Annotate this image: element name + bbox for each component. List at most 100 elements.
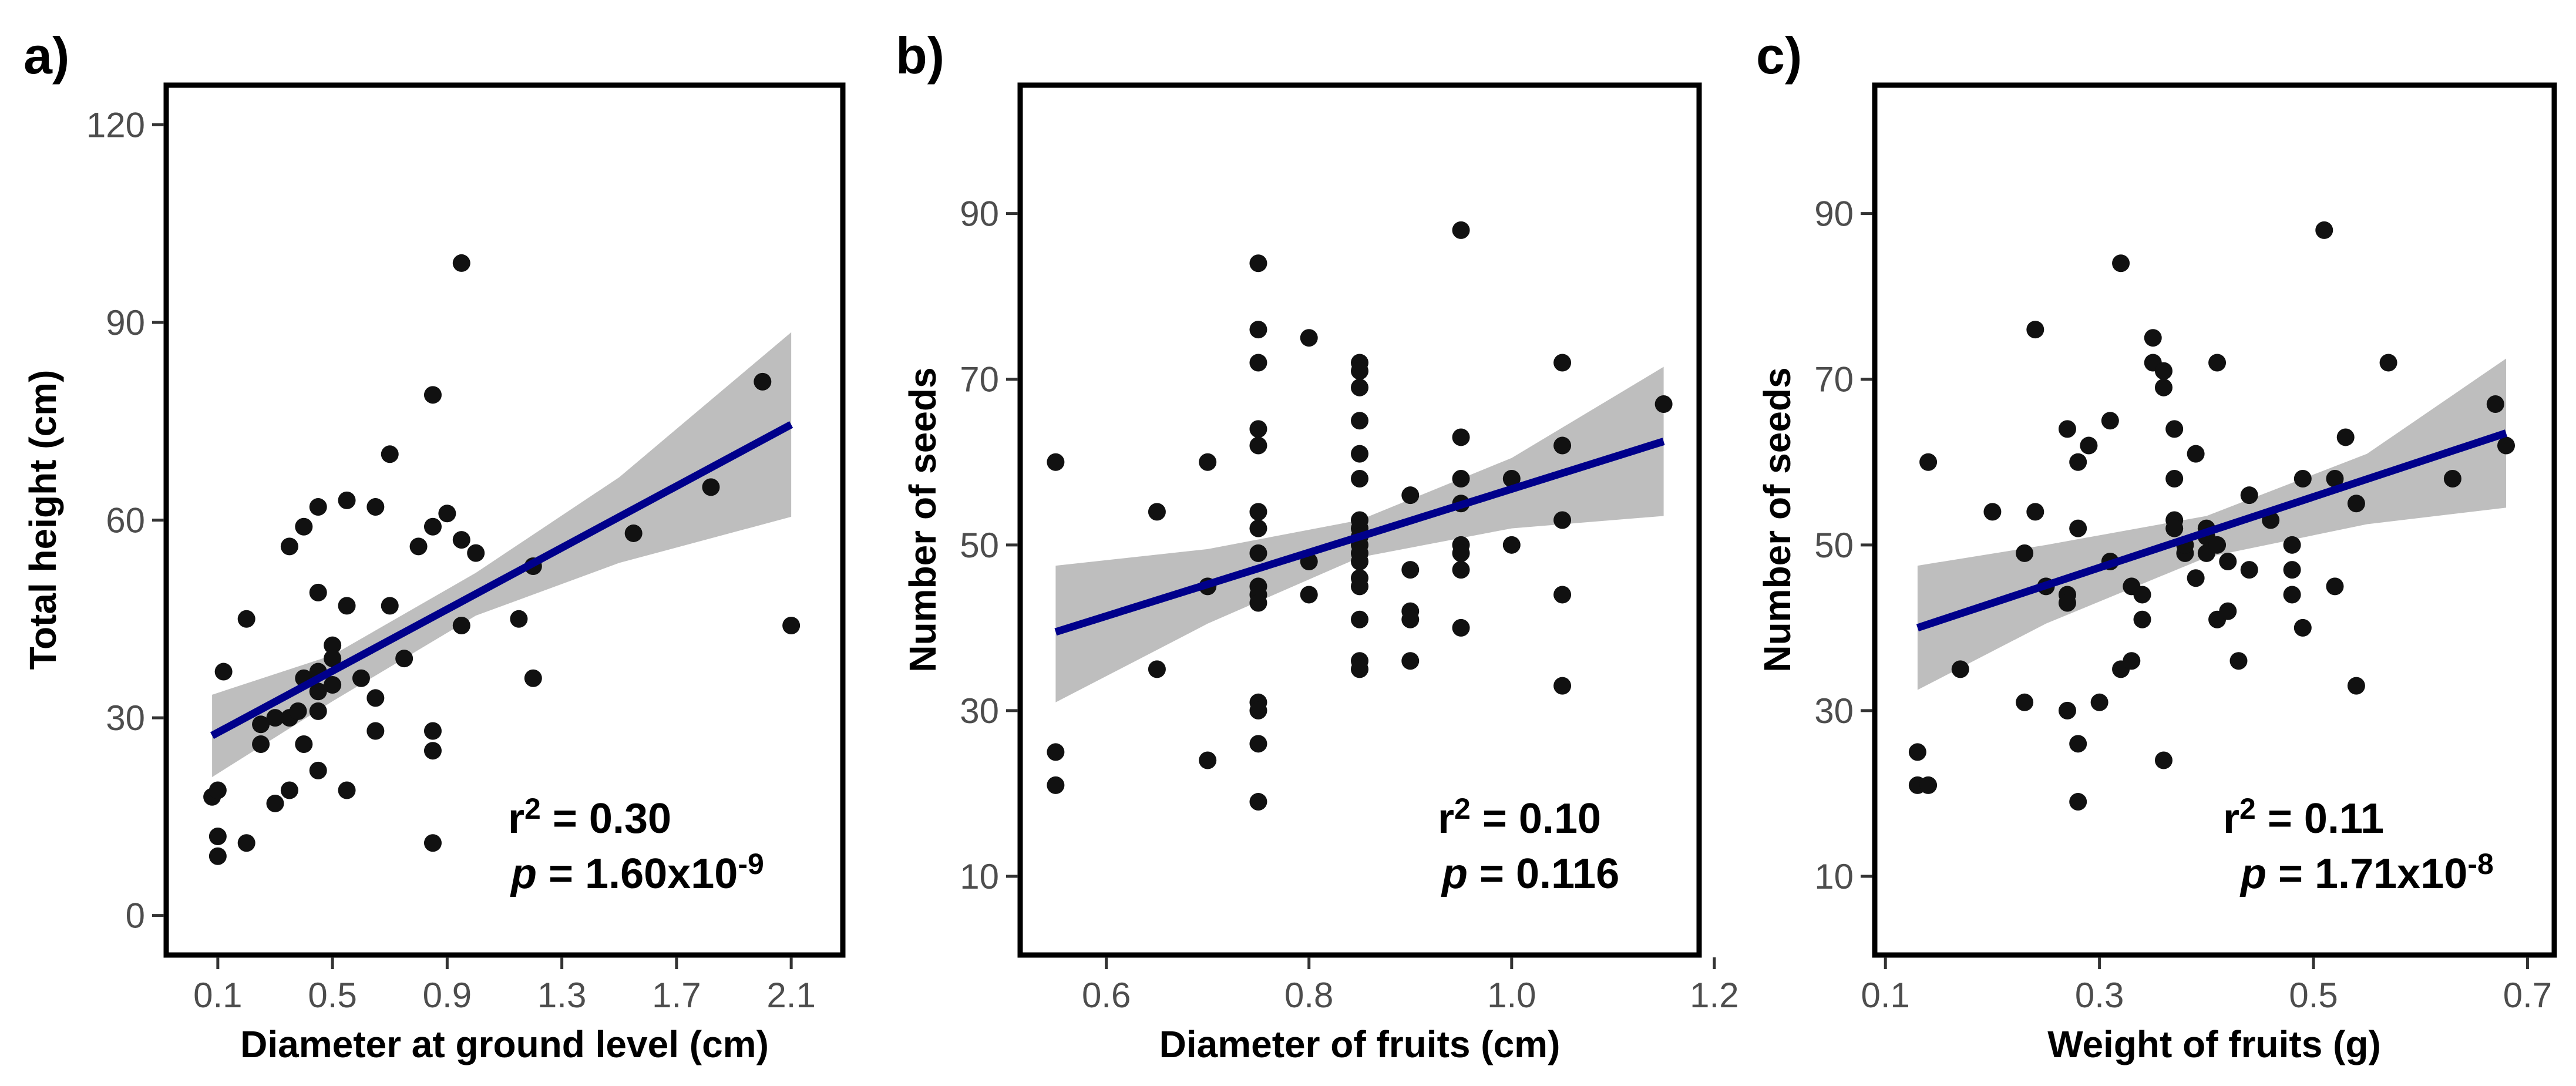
panel-c-x-tick-label-2: 0.5 [2289,976,2338,1015]
panel-b-data-point-29 [1351,412,1368,430]
panel-c-data-point-23 [2112,254,2130,273]
panel-a-fit-line [210,421,793,739]
panel-b-data-point-12 [1249,436,1267,455]
panel-a-data-point-32 [366,689,385,707]
panel-b-data-point-54 [1452,561,1470,579]
panel-b-data-point-4 [1148,660,1166,678]
panel-c-p-annotation: p = 1.71x10-8 [2239,848,2494,897]
panel-a-frame [163,82,846,958]
panel-a-data-point-36 [395,650,413,668]
panel-b-data-point-49 [1452,428,1470,446]
panel-a-data-point-4 [214,663,233,681]
panel-c-data-point-66 [2443,469,2461,487]
panel-b-data-point-30 [1351,445,1368,463]
panel-c-data-point-17 [2069,793,2087,811]
panel-a-data-point-22 [309,702,327,720]
panel-a-data-point-10 [266,709,284,727]
panel-c-data-point-25 [2123,652,2141,670]
panel-c-data-point-29 [2144,329,2162,347]
panel-c-data-point-61 [2326,577,2344,596]
panel-c-data-point-12 [2058,701,2076,719]
panel-a-x-axis-title: Diameter at ground level (cm) [240,1023,769,1065]
panel-b-data-point-56 [1502,469,1521,487]
panel-b-data-point-44 [1401,561,1420,579]
panel-b-data-point-48 [1452,221,1470,239]
panel-c-data-point-57 [2293,618,2312,637]
panel-c-data-point-7 [2016,693,2034,711]
panel-a-p-value: = 1.60x10 [537,850,738,897]
panel-a-data-point-5 [237,610,255,628]
panel-b-data-point-27 [1351,362,1368,380]
panel-a-data-point-28 [338,597,356,615]
panel-a-confidence-band [212,332,792,778]
panel-a-data-point-53 [754,372,772,391]
panel-c-data-point-3 [1919,776,1938,794]
panel-a-data-point-17 [295,735,313,753]
panel-a-p-exponent: -9 [738,848,764,880]
panel-b-plot-area [1047,221,1673,811]
panel-c-data-point-51 [2240,486,2258,505]
panel-a-data-point-21 [309,682,327,701]
panel-a-data-point-54 [782,617,801,635]
panel-c-data-point-54 [2283,536,2301,554]
panel-a-data-point-25 [324,650,342,668]
panel-a-y-tick-label-0: 0 [126,896,145,936]
panel-a-data-point-35 [381,597,399,615]
panel-b-data-point-63 [1654,395,1673,413]
panel-a-data-point-15 [295,517,313,536]
panel-c-data-point-2 [1919,453,1938,471]
panel-c-data-point-20 [2090,693,2108,711]
panel-b-data-point-21 [1249,735,1267,753]
panel-a-r2-prefix: r [508,795,524,842]
panel-c-data-point-67 [2486,395,2504,413]
panel-a-data-point-26 [324,675,342,694]
panel-b-data-point-14 [1249,519,1267,537]
panel-c-y-axis-title: Number of seeds [1756,367,1798,672]
panel-c-p-prefix: p [2239,850,2266,897]
panel-a-data-point-1 [208,781,227,799]
panel-a-ticks: 0.1 0.5 0.9 1.3 1.7 2.1 0 30 60 90 120 [86,105,816,1015]
panel-a-data-point-38 [423,386,442,404]
panel-a-data-point-9 [266,794,284,812]
panel-c-data-point-41 [2187,569,2205,587]
panel-c-data-point-16 [2069,519,2087,537]
panel-b-data-point-7 [1199,751,1217,769]
panel-a-data-point-40 [423,722,442,740]
panel-c-fit-line [1916,429,2508,632]
panel-c-data-point-18 [2069,735,2087,753]
panel-c-data-point-4 [1951,660,1969,678]
panel-c-x-axis-title: Weight of fruits (g) [2047,1023,2381,1065]
panel-c-p-value: = 1.71x10 [2266,850,2467,897]
panel-b-data-point-20 [1249,701,1267,719]
panel-a-data-point-48 [510,610,528,628]
panel-c-data-point-11 [2058,420,2076,438]
panel-a-p-prefix: p [510,850,537,897]
panel-b-x-tick-label-0: 0.6 [1082,976,1131,1015]
panel-a-data-point-47 [467,544,485,562]
panel-a-data-point-44 [452,254,470,272]
panel-c-data-point-37 [2165,519,2184,537]
panel-a-data-point-37 [409,537,428,556]
panel-c-data-point-56 [2283,561,2301,579]
panel-b-data-point-61 [1553,586,1572,604]
panel-b-p-prefix: p [1441,850,1468,897]
panel-c-x-tick-label-0: 0.1 [1861,976,1910,1015]
panel-a-x-tick-label-0: 0.1 [193,976,242,1015]
panel-c-data-point-68 [2497,436,2516,455]
panel-a-x-tick-label-3: 1.3 [537,976,586,1015]
panel-b-x-tick-label-1: 0.8 [1284,976,1333,1015]
panel-a-data-point-43 [438,505,456,523]
panel-b-data-point-2 [1047,776,1065,794]
panel-a-data-point-39 [423,517,442,536]
panel-c-ticks: 0.1 0.3 0.5 0.7 10 30 50 70 90 [1814,194,2552,1015]
panel-b-data-point-55 [1452,618,1470,637]
panel-b-p-value: = 0.116 [1468,850,1619,897]
panel-a-data-point-8 [252,735,270,753]
panel-b-data-point-1 [1047,743,1065,761]
panel-b-data-point-18 [1249,594,1267,612]
panel-c-data-point-55 [2283,586,2301,604]
panel-c-r2-prefix: r [2223,795,2239,842]
panel-c-y-tick-label-0: 10 [1814,857,1854,896]
panel-b-data-point-62 [1553,677,1572,695]
